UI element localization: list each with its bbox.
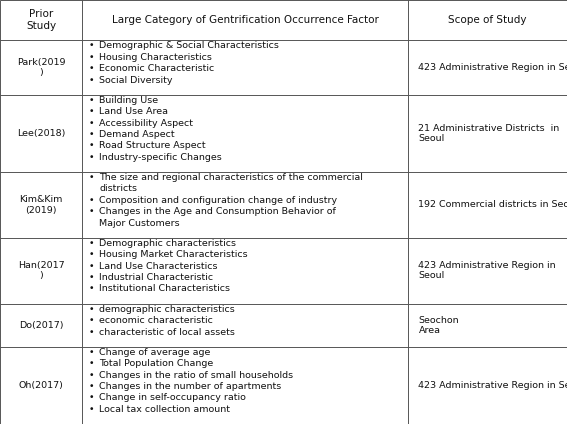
Text: •: • <box>89 53 95 62</box>
Text: Changes in the number of apartments: Changes in the number of apartments <box>99 382 281 391</box>
Text: •: • <box>89 141 95 151</box>
Text: Oh(2017): Oh(2017) <box>19 381 64 390</box>
Text: •: • <box>89 153 95 162</box>
Text: •: • <box>89 239 95 248</box>
Text: Total Population Change: Total Population Change <box>99 359 213 368</box>
Text: •: • <box>89 305 95 314</box>
Text: 192 Commercial districts in Seoul: 192 Commercial districts in Seoul <box>418 201 567 209</box>
Text: Demographic & Social Characteristics: Demographic & Social Characteristics <box>99 42 279 50</box>
Text: •: • <box>89 348 95 357</box>
Text: Seochon
Area: Seochon Area <box>418 315 459 335</box>
Text: •: • <box>89 371 95 379</box>
Text: •: • <box>89 328 95 337</box>
Text: 423 Administrative Region in
Seoul: 423 Administrative Region in Seoul <box>418 261 556 280</box>
Text: •: • <box>89 316 95 325</box>
Text: Demand Aspect: Demand Aspect <box>99 130 175 139</box>
Text: •: • <box>89 207 95 216</box>
Text: Composition and configuration change of industry: Composition and configuration change of … <box>99 196 337 205</box>
Text: Change of average age: Change of average age <box>99 348 210 357</box>
Text: characteristic of local assets: characteristic of local assets <box>99 328 235 337</box>
Text: Road Structure Aspect: Road Structure Aspect <box>99 141 206 151</box>
Text: demographic characteristics: demographic characteristics <box>99 305 235 314</box>
Text: Social Diversity: Social Diversity <box>99 75 173 84</box>
Text: •: • <box>89 359 95 368</box>
Text: •: • <box>89 42 95 50</box>
Text: The size and regional characteristics of the commercial: The size and regional characteristics of… <box>99 173 363 182</box>
Text: Changes in the Age and Consumption Behavior of: Changes in the Age and Consumption Behav… <box>99 207 336 216</box>
Text: •: • <box>89 250 95 259</box>
Text: Housing Market Characteristics: Housing Market Characteristics <box>99 250 248 259</box>
Text: •: • <box>89 119 95 128</box>
Text: •: • <box>89 393 95 402</box>
Text: economic characteristic: economic characteristic <box>99 316 213 325</box>
Text: Industry-specific Changes: Industry-specific Changes <box>99 153 222 162</box>
Text: Local tax collection amount: Local tax collection amount <box>99 405 230 414</box>
Text: Changes in the ratio of small households: Changes in the ratio of small households <box>99 371 293 379</box>
Text: 423 Administrative Region in Seoul: 423 Administrative Region in Seoul <box>418 381 567 390</box>
Text: Land Use Area: Land Use Area <box>99 107 168 116</box>
Text: •: • <box>89 107 95 116</box>
Text: •: • <box>89 173 95 182</box>
Text: Industrial Characteristic: Industrial Characteristic <box>99 273 213 282</box>
Text: •: • <box>89 96 95 105</box>
Text: Large Category of Gentrification Occurrence Factor: Large Category of Gentrification Occurre… <box>112 15 379 25</box>
Text: •: • <box>89 64 95 73</box>
Text: •: • <box>89 405 95 414</box>
Text: Institutional Characteristics: Institutional Characteristics <box>99 285 230 293</box>
Text: •: • <box>89 273 95 282</box>
Text: Park(2019
): Park(2019 ) <box>17 58 65 77</box>
Text: Demographic characteristics: Demographic characteristics <box>99 239 236 248</box>
Text: Accessibility Aspect: Accessibility Aspect <box>99 119 193 128</box>
Text: •: • <box>89 130 95 139</box>
Text: •: • <box>89 196 95 205</box>
Text: Prior
Study: Prior Study <box>26 9 56 31</box>
Text: Land Use Characteristics: Land Use Characteristics <box>99 262 218 271</box>
Text: Economic Characteristic: Economic Characteristic <box>99 64 214 73</box>
Text: •: • <box>89 285 95 293</box>
Text: 21 Administrative Districts  in
Seoul: 21 Administrative Districts in Seoul <box>418 124 560 143</box>
Text: •: • <box>89 75 95 84</box>
Text: Lee(2018): Lee(2018) <box>17 129 65 138</box>
Text: 423 Administrative Region in Seoul: 423 Administrative Region in Seoul <box>418 63 567 72</box>
Text: Han(2017
): Han(2017 ) <box>18 261 65 280</box>
Text: Housing Characteristics: Housing Characteristics <box>99 53 212 62</box>
Text: Do(2017): Do(2017) <box>19 321 64 330</box>
Text: Scope of Study: Scope of Study <box>448 15 527 25</box>
Text: Major Customers: Major Customers <box>99 218 180 228</box>
Text: •: • <box>89 382 95 391</box>
Text: Kim&Kim
(2019): Kim&Kim (2019) <box>19 195 63 215</box>
Text: Change in self-occupancy ratio: Change in self-occupancy ratio <box>99 393 246 402</box>
Text: •: • <box>89 262 95 271</box>
Text: Building Use: Building Use <box>99 96 158 105</box>
Text: districts: districts <box>99 184 137 193</box>
